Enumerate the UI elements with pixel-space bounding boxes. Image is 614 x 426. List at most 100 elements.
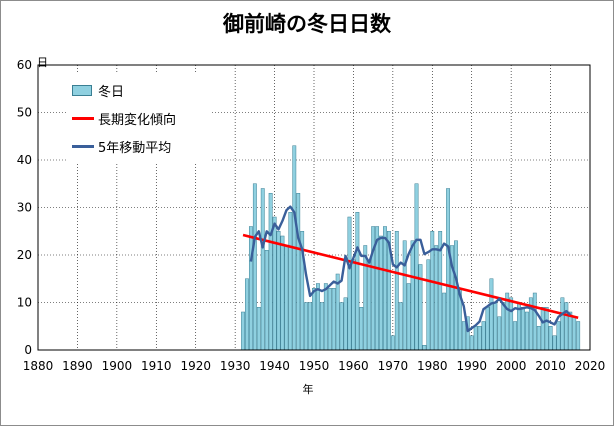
bar-1971 <box>394 231 399 351</box>
bar-1939 <box>268 193 273 351</box>
bar-1956 <box>335 273 340 351</box>
plot-area-border <box>37 64 591 351</box>
bar-1933 <box>245 278 249 351</box>
bar-1944 <box>288 212 293 351</box>
bar-1968 <box>383 226 387 351</box>
bar-2015 <box>568 311 573 351</box>
bar-1942 <box>280 235 285 351</box>
axes <box>37 64 591 351</box>
bar-1976 <box>414 183 419 351</box>
legend-label-trend: 長期変化傾向 <box>98 112 177 128</box>
bar-1943 <box>284 245 289 351</box>
bar-1972 <box>398 302 403 351</box>
bar-1952 <box>319 302 324 351</box>
x-tick-label: 1990 <box>456 359 487 373</box>
x-tick-label: 1890 <box>62 359 93 373</box>
y-tick-label: 60 <box>17 58 32 72</box>
legend-label-moving-average: 5年移動平均 <box>98 140 172 156</box>
bar-1996 <box>493 302 498 351</box>
legend-trend-swatch <box>72 116 94 120</box>
x-tick-labels: 1880 1890 1900 1910 1920 1930 1940 1950 1960 1970… <box>23 359 606 373</box>
legend-item-winter-days: 冬日 <box>72 80 124 100</box>
legend-ma-swatch <box>72 144 94 148</box>
y-tick-label: 50 <box>17 106 32 120</box>
bar-1970 <box>390 335 395 351</box>
legend-item-moving-average: 5年移動平均 <box>72 136 171 156</box>
bar-1934 <box>248 226 253 351</box>
bar-2010 <box>548 326 553 351</box>
bar-1964 <box>367 259 372 351</box>
x-axis-label: 年 <box>303 382 314 396</box>
x-tick-label: 1900 <box>102 359 133 373</box>
bar-1957 <box>339 302 344 351</box>
y-tick-label: 40 <box>17 153 32 167</box>
bar-1981 <box>434 245 439 351</box>
bar-1983 <box>442 292 447 351</box>
chart-legend: 冬日 長期変化傾向 5年移動平均 <box>66 74 212 164</box>
bar-2007 <box>536 326 541 351</box>
bar-1949 <box>308 302 312 351</box>
bar-1967 <box>379 235 383 351</box>
bar-1963 <box>363 245 368 351</box>
bars-series <box>241 145 581 351</box>
x-tick-label: 2000 <box>496 359 527 373</box>
bar-1991 <box>473 326 478 351</box>
bar-1961 <box>355 212 360 351</box>
bar-1954 <box>327 288 332 351</box>
bar-1938 <box>264 250 269 351</box>
trend-series <box>242 233 579 319</box>
bar-1951 <box>316 283 320 351</box>
bar-2001 <box>513 321 518 351</box>
bar-1932 <box>241 311 245 351</box>
bar-2016 <box>572 316 577 351</box>
bar-1988 <box>461 321 466 351</box>
bar-1950 <box>312 288 316 351</box>
bar-1995 <box>489 278 494 351</box>
x-tick-label: 1970 <box>378 359 409 373</box>
bar-1936 <box>256 307 261 351</box>
x-tick-label: 1920 <box>180 359 211 373</box>
moving-average-line <box>249 205 572 333</box>
x-tick-label: 2010 <box>535 359 566 373</box>
legend-label-winter-days: 冬日 <box>98 84 125 100</box>
bar-1997 <box>497 316 502 351</box>
x-tick-label: 1980 <box>417 359 448 373</box>
bar-2004 <box>524 311 529 351</box>
bar-2006 <box>532 292 537 351</box>
bar-1958 <box>343 297 348 351</box>
bar-1935 <box>252 183 257 351</box>
y-tick-label: 0 <box>24 343 32 357</box>
y-axis-label: 日 <box>37 56 48 69</box>
x-tick-label: 1880 <box>23 359 54 373</box>
bar-2008 <box>540 307 545 351</box>
bar-1975 <box>410 240 415 351</box>
bar-2009 <box>544 307 549 351</box>
x-tick-label: 2020 <box>575 359 606 373</box>
bar-2017 <box>576 321 581 351</box>
bar-2014 <box>564 302 569 351</box>
bar-1948 <box>304 302 309 351</box>
bar-1953 <box>323 283 328 351</box>
bar-1960 <box>351 259 356 351</box>
bar-2011 <box>552 335 557 351</box>
chart-title: 御前崎の冬日日数 <box>223 12 391 36</box>
moving-average-series <box>249 205 572 333</box>
bar-1978 <box>422 345 427 351</box>
bar-1940 <box>272 216 277 351</box>
x-tick-label: 1930 <box>220 359 251 373</box>
bar-2012 <box>556 321 561 351</box>
bar-2013 <box>560 297 565 351</box>
bar-1937 <box>260 188 265 351</box>
bar-1994 <box>485 307 490 351</box>
bar-1993 <box>481 321 486 351</box>
bar-1959 <box>347 216 352 351</box>
bar-1962 <box>359 307 364 351</box>
bar-1955 <box>331 288 336 351</box>
bar-1941 <box>276 231 281 351</box>
legend-bar-swatch <box>72 84 92 96</box>
y-tick-label: 20 <box>17 248 32 262</box>
bar-1986 <box>454 240 458 351</box>
legend-item-trend: 長期変化傾向 <box>72 108 176 128</box>
bar-1946 <box>296 193 301 351</box>
